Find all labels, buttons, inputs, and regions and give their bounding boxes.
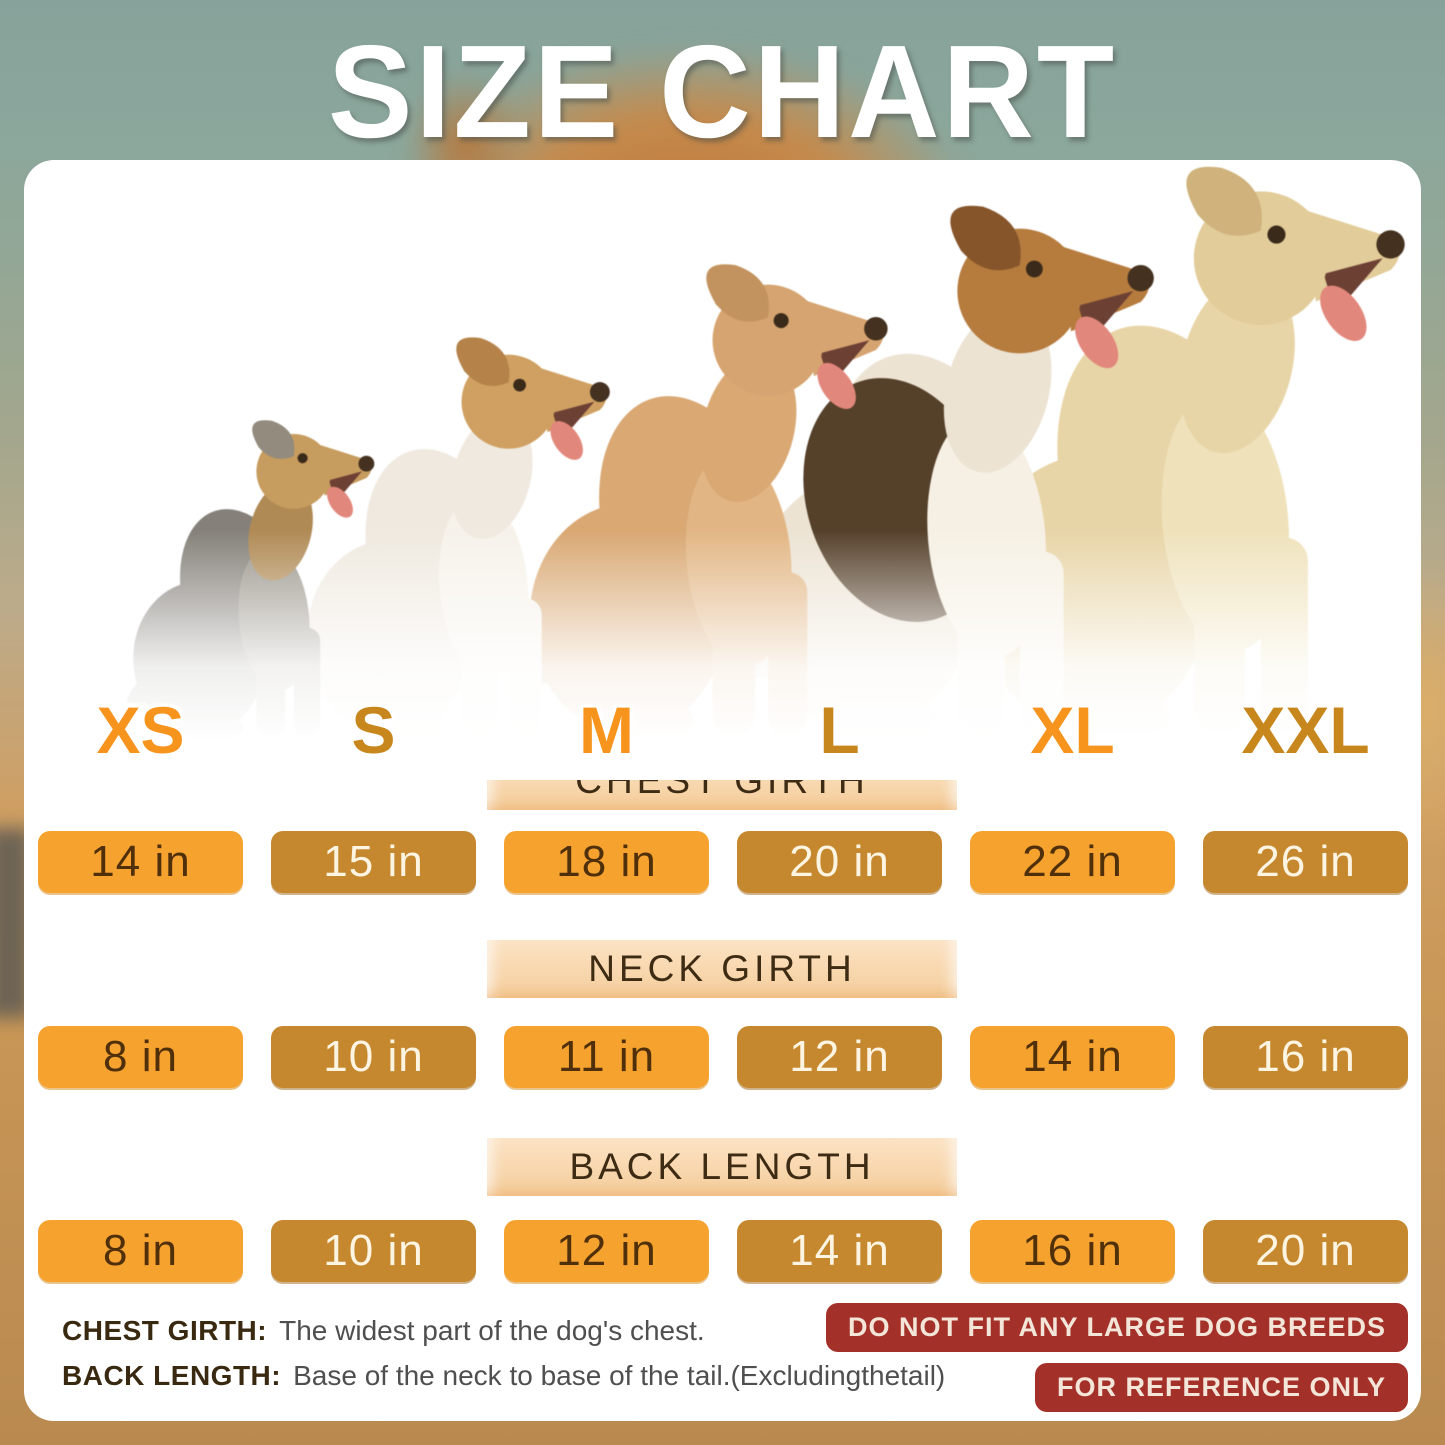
white-fade-overlay <box>24 530 1421 780</box>
chest-girth-note-label: CHEST GIRTH: <box>62 1315 268 1346</box>
size-label-l: L <box>819 693 860 767</box>
page-title: SIZE CHART <box>327 18 1118 165</box>
chest-girth-value-xl: 22 in <box>970 831 1175 893</box>
back-length-value-xs: 8 in <box>38 1220 243 1282</box>
size-labels-row: XS S M L XL XXL <box>38 693 1408 767</box>
chest-girth-note-text: The widest part of the dog's chest. <box>279 1315 705 1346</box>
neck-girth-header: NECK GIRTH <box>487 940 957 998</box>
neck-girth-value-xxl: 16 in <box>1203 1026 1408 1088</box>
back-length-row: 8 in 10 in 12 in 14 in 16 in 20 in <box>38 1220 1408 1282</box>
back-length-value-l: 14 in <box>737 1220 942 1282</box>
size-label-m: M <box>579 693 634 767</box>
back-length-value-xl: 16 in <box>970 1220 1175 1282</box>
neck-girth-value-m: 11 in <box>504 1026 709 1088</box>
neck-girth-value-s: 10 in <box>271 1026 476 1088</box>
back-length-header: BACK LENGTH <box>487 1138 957 1196</box>
back-length-value-s: 10 in <box>271 1220 476 1282</box>
chest-girth-value-m: 18 in <box>504 831 709 893</box>
back-length-note-label: BACK LENGTH: <box>62 1360 282 1391</box>
chest-girth-value-xs: 14 in <box>38 831 243 893</box>
neck-girth-value-xs: 8 in <box>38 1026 243 1088</box>
back-length-note: BACK LENGTH: Base of the neck to base of … <box>62 1360 945 1392</box>
reference-only-badge: FOR REFERENCE ONLY <box>1034 1363 1408 1412</box>
dogs-lineup <box>24 160 1421 780</box>
chest-girth-value-xxl: 26 in <box>1203 831 1408 893</box>
neck-girth-row: 8 in 10 in 11 in 12 in 14 in 16 in <box>38 1026 1408 1088</box>
neck-girth-value-xl: 14 in <box>970 1026 1175 1088</box>
neck-girth-value-l: 12 in <box>737 1026 942 1088</box>
size-label-xs: XS <box>96 693 185 767</box>
size-label-xxl: XXL <box>1241 693 1370 767</box>
size-chart-card: XS S M L XL XXL CHEST GIRTH 14 in 15 in … <box>24 160 1421 1421</box>
size-label-xl: XL <box>1030 693 1115 767</box>
back-length-value-xxl: 20 in <box>1203 1220 1408 1282</box>
warning-badges: DO NOT FIT ANY LARGE DOG BREEDS FOR REFE… <box>825 1303 1408 1412</box>
chest-girth-row: 14 in 15 in 18 in 20 in 22 in 26 in <box>38 831 1408 893</box>
chest-girth-value-l: 20 in <box>737 831 942 893</box>
back-length-value-m: 12 in <box>504 1220 709 1282</box>
no-large-breeds-badge: DO NOT FIT ANY LARGE DOG BREEDS <box>825 1303 1408 1352</box>
size-label-s: S <box>351 693 396 767</box>
back-length-note-text: Base of the neck to base of the tail.(Ex… <box>293 1360 946 1391</box>
chest-girth-value-s: 15 in <box>271 831 476 893</box>
chest-girth-note: CHEST GIRTH: The widest part of the dog's… <box>62 1315 705 1347</box>
